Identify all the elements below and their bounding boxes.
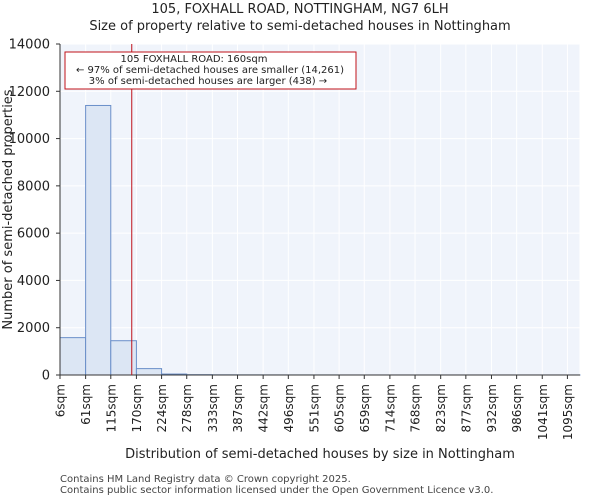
y-tick-label: 8000 [17, 179, 50, 194]
y-tick-label: 0 [42, 369, 50, 384]
x-tick-label: 823sqm [434, 384, 448, 432]
histogram-bar [59, 337, 87, 376]
x-tick-label: 6sqm [54, 384, 68, 417]
x-tick-label: 1095sqm [561, 384, 575, 440]
x-tick-label: 877sqm [459, 384, 473, 432]
y-tick-label: 14000 [9, 38, 50, 53]
x-axis-label: Distribution of semi-detached houses by … [125, 447, 515, 462]
y-tick-label: 6000 [17, 227, 50, 242]
x-tick-label: 659sqm [358, 384, 372, 432]
footer-licence: Contains public sector information licen… [60, 485, 494, 496]
histogram-bar [110, 340, 137, 376]
annotation-box: 105 FOXHALL ROAD: 160sqm← 97% of semi-de… [64, 51, 357, 90]
x-tick-label: 768sqm [409, 384, 423, 432]
x-tick-label: 605sqm [333, 384, 347, 432]
annotation-smaller: ← 97% of semi-detached houses are smalle… [76, 65, 344, 76]
x-tick-label: 551sqm [307, 384, 321, 432]
y-tick-label: 2000 [17, 321, 50, 336]
x-tick-label: 333sqm [206, 384, 220, 432]
histogram-bar [85, 104, 112, 376]
annotation-title: 105 FOXHALL ROAD: 160sqm [121, 54, 268, 65]
x-tick-label: 932sqm [485, 384, 499, 432]
y-tick-label: 12000 [9, 85, 50, 100]
y-axis-label: Number of semi-detached properties [1, 89, 16, 329]
x-tick-label: 170sqm [130, 384, 144, 432]
x-tick-label: 224sqm [155, 384, 169, 432]
annotation-frame [64, 51, 357, 90]
x-tick-label: 115sqm [104, 384, 118, 432]
chart-subtitle: Size of property relative to semi-detach… [89, 19, 511, 34]
x-tick-label: 1041sqm [536, 384, 550, 440]
x-tick-label: 442sqm [257, 384, 271, 432]
footer-copyright: Contains HM Land Registry data © Crown c… [60, 474, 351, 485]
x-tick-label: 61sqm [79, 384, 93, 425]
y-tick-label: 10000 [9, 132, 50, 147]
plot-area [60, 44, 580, 375]
x-tick-label: 714sqm [383, 384, 397, 432]
y-tick-label: 4000 [17, 274, 50, 289]
x-tick-label: 278sqm [180, 384, 194, 432]
x-tick-label: 496sqm [282, 384, 296, 432]
chart-title: 105, FOXHALL ROAD, NOTTINGHAM, NG7 6LH [151, 2, 449, 17]
histogram-bar [135, 368, 163, 376]
x-tick-label: 387sqm [231, 384, 245, 432]
x-tick-label: 986sqm [510, 384, 524, 432]
annotation-larger: 3% of semi-detached houses are larger (4… [89, 76, 327, 87]
